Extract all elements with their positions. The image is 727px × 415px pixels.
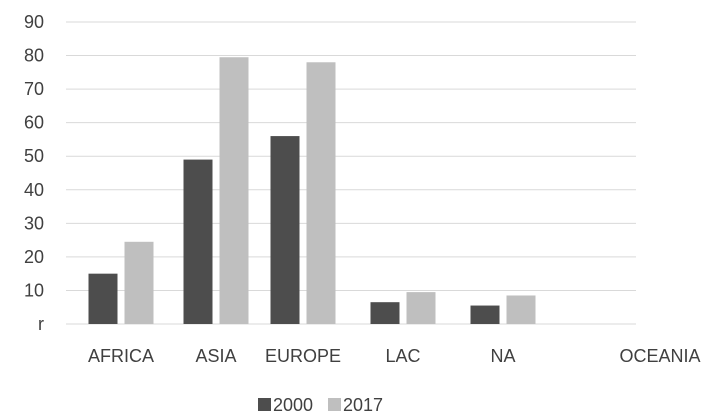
bars xyxy=(88,57,536,325)
y-tick-label: 20 xyxy=(24,247,44,267)
category-label: EUROPE xyxy=(265,346,341,366)
category-label: LAC xyxy=(385,346,420,366)
bar-lac-2000 xyxy=(370,302,400,324)
y-axis-tick-labels: r 10 20 30 40 50 60 70 80 90 xyxy=(24,12,44,334)
category-label: AFRICA xyxy=(88,346,154,366)
legend-label: 2017 xyxy=(343,395,383,415)
bar-europe-2017 xyxy=(306,62,336,325)
y-tick-label: 30 xyxy=(24,213,44,233)
y-tick-label: r xyxy=(38,314,44,334)
bar-lac-2017 xyxy=(406,292,436,324)
bar-na-2000 xyxy=(470,305,500,324)
category-label: ASIA xyxy=(195,346,236,366)
legend-swatch xyxy=(328,398,341,411)
y-tick-label: 60 xyxy=(24,113,44,133)
y-tick-label: 40 xyxy=(24,180,44,200)
bar-africa-2017 xyxy=(124,241,154,324)
legend-swatch xyxy=(258,398,271,411)
bar-na-2017 xyxy=(506,295,536,324)
y-tick-label: 90 xyxy=(24,12,44,32)
bar-africa-2000 xyxy=(88,273,118,324)
y-tick-label: 70 xyxy=(24,79,44,99)
x-axis-category-labels: AFRICA ASIA EUROPE LAC NA OCEANIA xyxy=(88,346,701,366)
legend-label: 2000 xyxy=(273,395,313,415)
category-label: NA xyxy=(490,346,515,366)
bar-europe-2000 xyxy=(270,136,300,324)
y-tick-label: 80 xyxy=(24,46,44,66)
bar-asia-2017 xyxy=(219,57,249,324)
category-label: OCEANIA xyxy=(619,346,700,366)
bar-asia-2000 xyxy=(183,159,213,324)
gridlines xyxy=(66,21,636,325)
y-tick-label: 10 xyxy=(24,280,44,300)
y-tick-label: 50 xyxy=(24,146,44,166)
legend: 2000 2017 xyxy=(258,395,383,415)
